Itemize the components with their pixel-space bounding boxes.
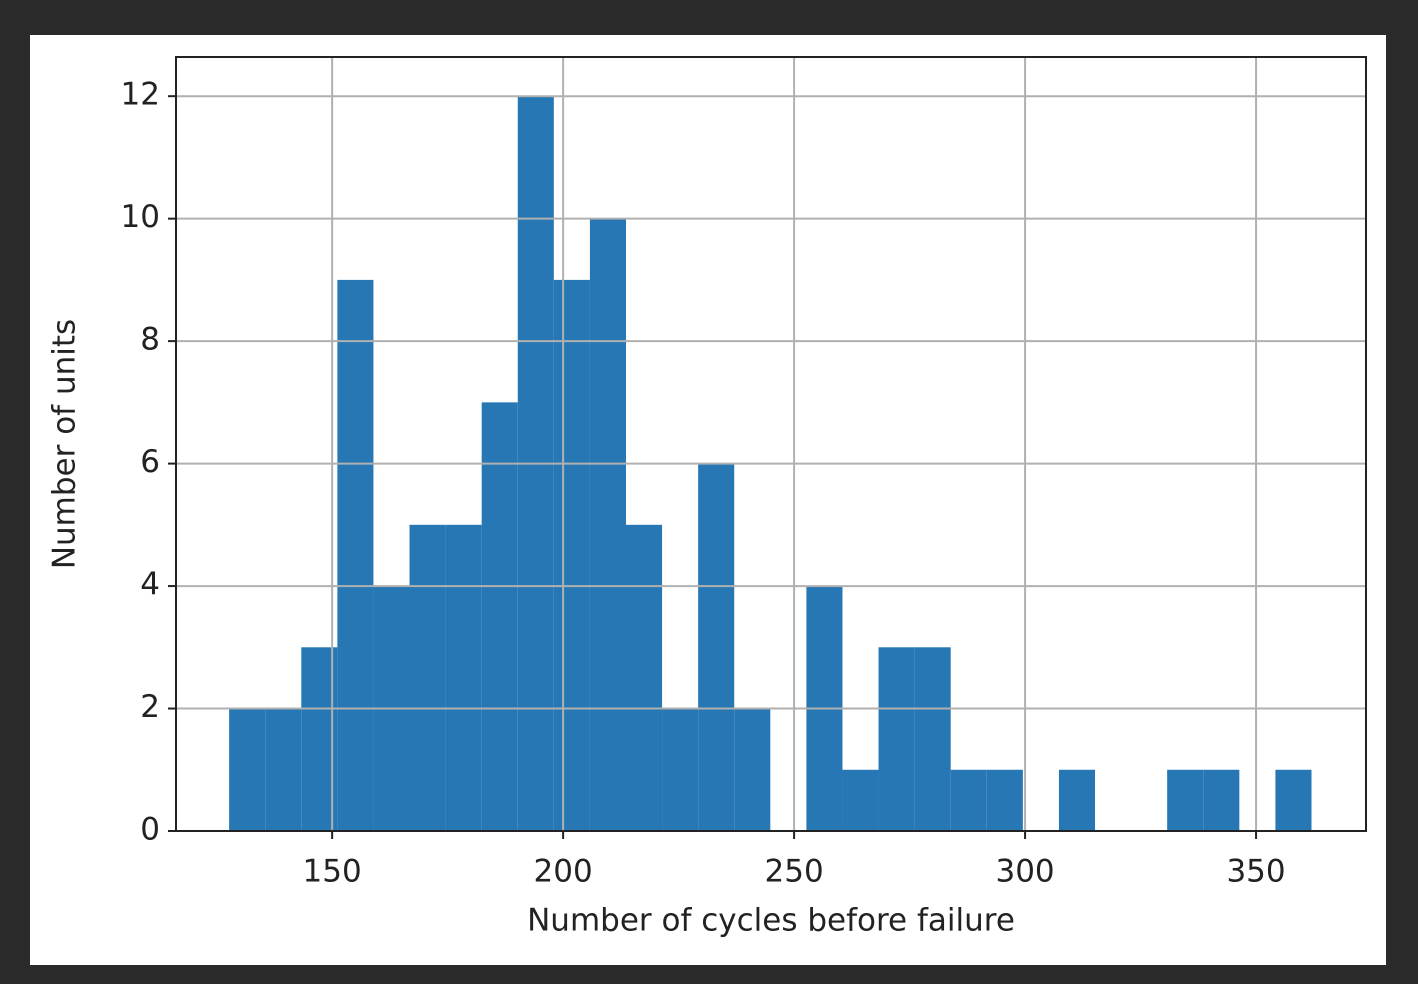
y-tick-label: 12	[121, 77, 160, 113]
bar	[1058, 769, 1096, 831]
x-axis-label: Number of cycles before failure	[527, 903, 1015, 939]
x-tick-label: 150	[303, 854, 362, 890]
bar	[878, 647, 915, 831]
y-axis-label: Number of units	[47, 319, 83, 569]
bar	[842, 769, 879, 831]
bar	[589, 218, 626, 832]
bar	[409, 524, 446, 831]
x-tick-label: 250	[765, 854, 824, 890]
bar	[986, 769, 1023, 831]
axes-frame	[175, 56, 1367, 832]
y-tick-label: 6	[140, 444, 160, 480]
bar	[914, 647, 951, 831]
x-tick-label: 300	[995, 854, 1054, 890]
bar	[950, 769, 987, 831]
bar	[445, 524, 482, 831]
bar	[625, 524, 663, 831]
y-tick-label: 8	[140, 322, 160, 358]
bar	[1167, 769, 1204, 831]
bar	[229, 708, 266, 831]
bar	[662, 708, 699, 831]
bar	[265, 708, 302, 831]
bar	[734, 708, 771, 831]
y-tick-label: 0	[140, 812, 160, 848]
bar	[553, 279, 590, 831]
y-tick-label: 4	[140, 567, 160, 603]
bar	[1275, 769, 1312, 831]
x-tick-label: 200	[534, 854, 593, 890]
x-tick-label: 350	[1226, 854, 1285, 890]
bar	[1203, 769, 1240, 831]
y-tick-label: 10	[121, 199, 160, 235]
y-tick-label: 2	[140, 689, 160, 725]
bar	[337, 279, 374, 831]
bar	[481, 402, 518, 831]
bar	[698, 463, 735, 831]
